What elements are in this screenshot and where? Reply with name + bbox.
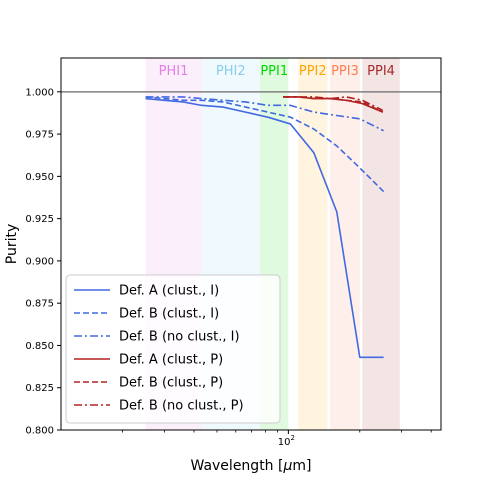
x-tick-label-exp: 2 [291, 434, 295, 442]
y-tick-label: 0.950 [25, 172, 54, 183]
y-tick-label: 0.875 [25, 299, 54, 310]
x-axis-label: Wavelength [μm] [191, 458, 312, 474]
legend-entry-3: Def. B (no clust., I) [119, 330, 240, 345]
series-line-2 [145, 96, 385, 193]
x-tick-label-base: 10 [278, 437, 291, 448]
legend-entry-5: Def. B (clust., P) [119, 376, 223, 391]
band-label-ppi1: PPI1 [260, 64, 288, 79]
x-axis-label-text: Wavelength [ [191, 458, 284, 474]
series-line-5 [283, 96, 384, 113]
x-tick-label: 102 [278, 434, 295, 448]
legend: Def. A (clust., I) Def. B (clust., I) Def.… [65, 274, 281, 424]
y-tick-label: 0.975 [25, 130, 54, 141]
legend-box [65, 274, 281, 424]
x-axis-label-mu: μ [282, 458, 292, 474]
y-tick-label: 1.000 [25, 87, 54, 98]
y-tick-label: 0.925 [25, 214, 54, 225]
plot-frame [60, 57, 442, 431]
y-tick-label: 0.900 [25, 256, 54, 267]
y-tick-label: 0.800 [25, 426, 54, 437]
x-axis-ticks: 102 [122, 430, 432, 448]
band-label-ppi4: PPI4 [367, 64, 395, 79]
band-ppi3 [330, 58, 360, 430]
band-label-ppi2: PPI2 [299, 64, 327, 79]
legend-entry-2: Def. B (clust., I) [119, 307, 219, 322]
legend-entry-1: Def. A (clust., I) [119, 284, 219, 299]
series-line-1 [145, 97, 384, 359]
series-line-3 [145, 96, 384, 132]
band-ppi2 [298, 58, 328, 430]
y-axis-label: Purity [4, 224, 20, 265]
y-tick-label: 0.850 [25, 341, 54, 352]
y-axis-ticks: 0.800 0.825 0.850 0.875 0.900 0.925 0.950 0.975… [25, 87, 61, 437]
band-label-ppi3: PPI3 [331, 64, 359, 79]
band-label-phi1: PHI1 [159, 64, 189, 79]
band-label-phi2: PHI2 [216, 64, 246, 79]
series-lines [145, 96, 385, 359]
x-axis-label-unit: m] [292, 458, 311, 474]
legend-entry-4: Def. A (clust., P) [119, 353, 223, 368]
legend-entry-6: Def. B (no clust., P) [119, 399, 244, 414]
y-tick-label: 0.825 [25, 383, 54, 394]
band-ppi4 [362, 58, 400, 430]
